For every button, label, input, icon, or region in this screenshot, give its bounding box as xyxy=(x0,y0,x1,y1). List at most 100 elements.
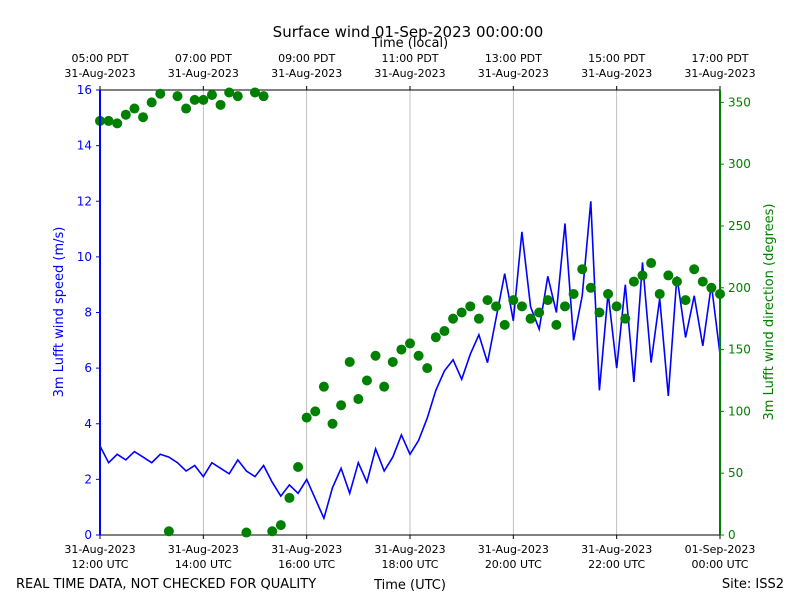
direction-point xyxy=(120,109,131,120)
direction-point xyxy=(534,307,545,318)
direction-point xyxy=(585,282,596,293)
y2-tick-label: 0 xyxy=(728,528,736,542)
direction-point xyxy=(224,87,235,98)
direction-point xyxy=(146,97,157,108)
x-tick-label: 31-Aug-2023 xyxy=(64,543,135,556)
direction-point xyxy=(560,301,570,312)
y-tick-label: 14 xyxy=(77,139,92,153)
top-tick-label: 17:00 PDT xyxy=(691,52,748,65)
direction-point xyxy=(422,363,433,374)
top-tick-label: 31-Aug-2023 xyxy=(271,67,342,80)
y2-tick-label: 250 xyxy=(728,219,751,233)
direction-point xyxy=(568,288,579,299)
y-tick-label: 10 xyxy=(77,250,92,264)
y-tick-label: 6 xyxy=(84,361,92,375)
direction-point xyxy=(439,326,450,337)
direction-point xyxy=(689,264,700,275)
x-tick-label: 31-Aug-2023 xyxy=(374,543,445,556)
top-tick-label: 31-Aug-2023 xyxy=(168,67,239,80)
x-tick-label: 14:00 UTC xyxy=(175,558,232,571)
x-tick-label: 31-Aug-2023 xyxy=(478,543,549,556)
x-tick-label: 31-Aug-2023 xyxy=(271,543,342,556)
chart-title: Surface wind 01-Sep-2023 00:00:00 xyxy=(273,23,544,41)
direction-point xyxy=(112,118,123,129)
direction-point xyxy=(671,276,682,287)
direction-point xyxy=(680,295,691,306)
x-axis-title: Time (UTC) xyxy=(373,578,446,593)
x-tick-label: 20:00 UTC xyxy=(485,558,542,571)
direction-point xyxy=(241,527,252,538)
direction-point xyxy=(344,356,355,367)
direction-point xyxy=(310,406,321,417)
y2-tick-label: 300 xyxy=(728,157,751,171)
direction-point xyxy=(508,295,519,306)
direction-point xyxy=(516,301,527,312)
top-tick-label: 31-Aug-2023 xyxy=(581,67,652,80)
x-tick-label: 01-Sep-2023 xyxy=(685,543,756,556)
direction-point xyxy=(430,332,441,343)
top-tick-label: 31-Aug-2023 xyxy=(478,67,549,80)
direction-point xyxy=(405,338,415,349)
top-tick-label: 09:00 PDT xyxy=(278,52,335,65)
direction-point xyxy=(215,99,226,110)
direction-point xyxy=(336,400,347,411)
direction-point xyxy=(138,112,149,123)
y-tick-label: 8 xyxy=(84,306,92,320)
direction-point xyxy=(482,295,493,306)
y-tick-label: 2 xyxy=(84,472,92,486)
top-tick-label: 05:00 PDT xyxy=(71,52,128,65)
direction-point xyxy=(525,313,536,324)
direction-point xyxy=(163,526,174,537)
top-axis-title: Time (local) xyxy=(371,36,448,51)
direction-point xyxy=(594,307,605,318)
direction-point xyxy=(103,115,114,126)
y2-tick-label: 350 xyxy=(728,95,751,109)
direction-point xyxy=(370,350,381,361)
direction-point xyxy=(456,307,467,318)
direction-point xyxy=(258,91,269,102)
direction-point xyxy=(181,103,192,114)
direction-point xyxy=(172,91,183,102)
direction-point xyxy=(654,288,665,299)
top-tick-label: 07:00 PDT xyxy=(175,52,232,65)
direction-point xyxy=(387,356,398,367)
x-tick-label: 18:00 UTC xyxy=(381,558,438,571)
x-tick-label: 31-Aug-2023 xyxy=(168,543,239,556)
direction-point xyxy=(448,313,459,324)
direction-point xyxy=(267,526,278,537)
top-tick-label: 31-Aug-2023 xyxy=(64,67,135,80)
y2-tick-label: 50 xyxy=(728,466,743,480)
y2-tick-label: 200 xyxy=(728,281,751,295)
x-tick-label: 16:00 UTC xyxy=(278,558,335,571)
direction-point xyxy=(206,89,217,100)
direction-point xyxy=(318,381,329,392)
direction-point xyxy=(293,462,304,473)
y-axis-title: 3m Lufft wind speed (m/s) xyxy=(52,227,67,398)
top-tick-label: 31-Aug-2023 xyxy=(684,67,755,80)
direction-point xyxy=(189,94,200,105)
direction-point xyxy=(396,344,407,355)
direction-point xyxy=(129,103,140,114)
top-tick-label: 31-Aug-2023 xyxy=(374,67,445,80)
x-tick-label: 12:00 UTC xyxy=(71,558,128,571)
y2-tick-label: 100 xyxy=(728,404,751,418)
direction-point xyxy=(232,91,243,102)
direction-point xyxy=(353,394,364,405)
top-tick-label: 11:00 PDT xyxy=(381,52,438,65)
direction-point xyxy=(646,258,657,269)
direction-point xyxy=(301,412,312,423)
top-tick-label: 13:00 PDT xyxy=(485,52,542,65)
x-tick-label: 00:00 UTC xyxy=(691,558,748,571)
y-tick-label: 4 xyxy=(84,417,92,431)
direction-point xyxy=(379,381,390,392)
direction-point xyxy=(155,88,166,99)
direction-point xyxy=(465,301,476,312)
x-tick-label: 31-Aug-2023 xyxy=(581,543,652,556)
y2-tick-label: 150 xyxy=(728,343,751,357)
top-tick-label: 15:00 PDT xyxy=(588,52,645,65)
direction-point xyxy=(551,319,562,330)
direction-point xyxy=(577,264,588,275)
direction-point xyxy=(284,492,295,503)
